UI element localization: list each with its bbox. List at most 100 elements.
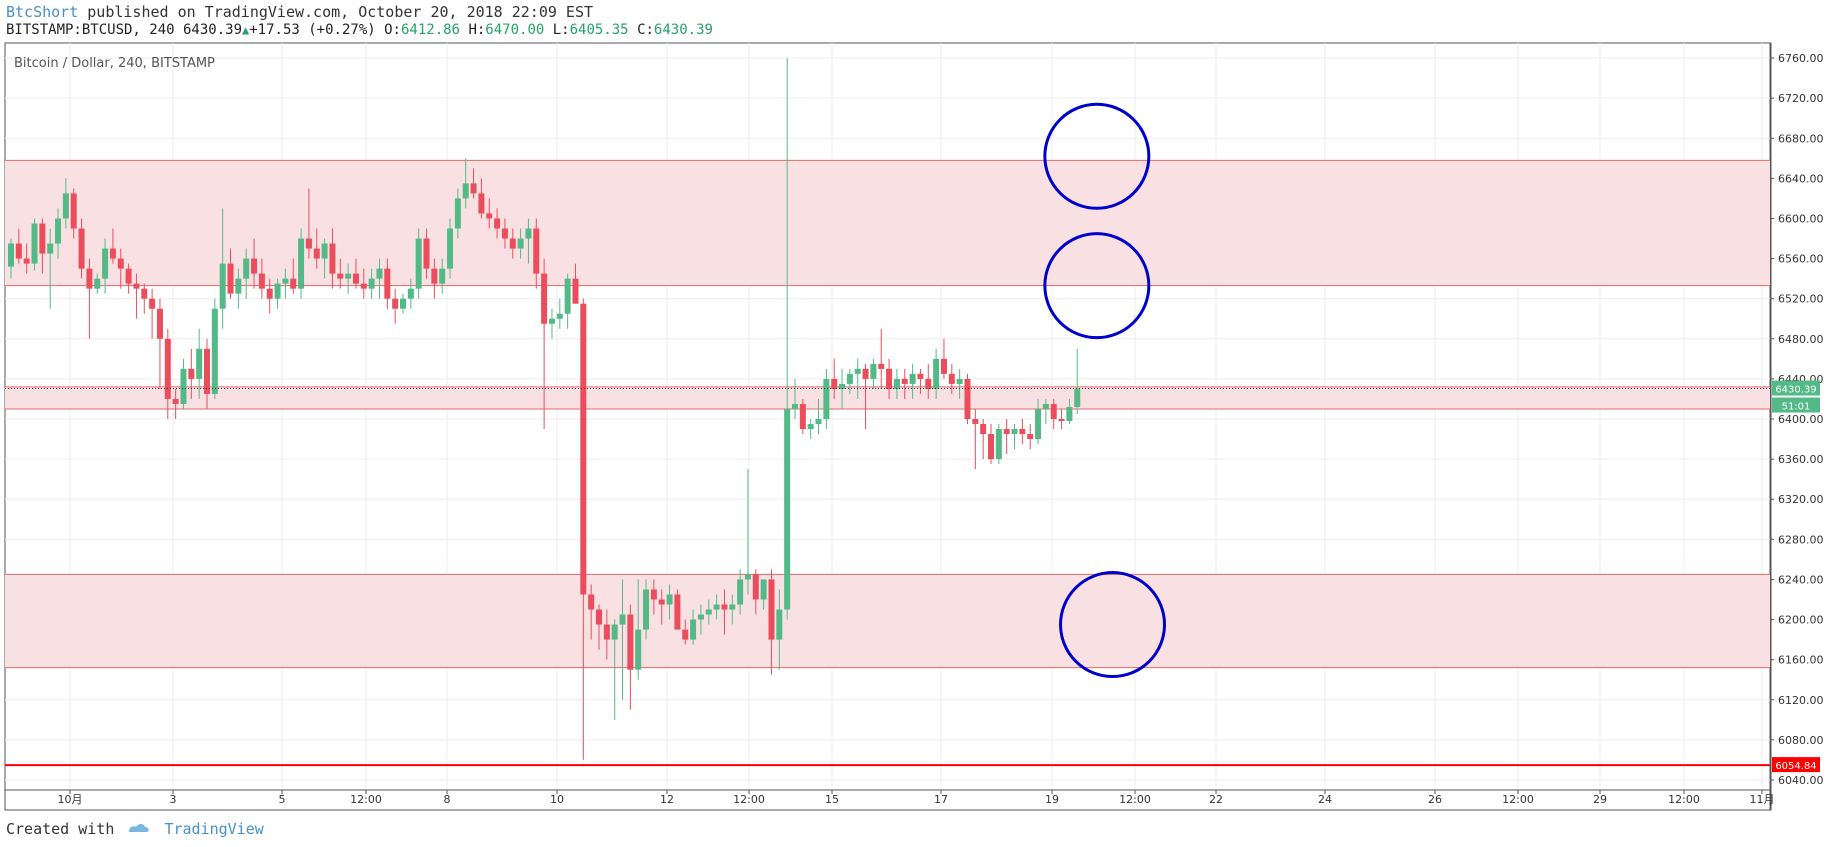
current-price-tag [1772,380,1820,396]
zone-fill [5,574,1770,668]
candle-body [282,278,289,284]
candle-body [1042,403,1049,409]
y-tick-label: 6200.00 [1778,614,1824,627]
candle-body [509,238,516,249]
candle-body [823,378,830,420]
candle-body [799,403,806,430]
candle-body [1011,429,1018,435]
candle-body [690,619,697,640]
candle-body [47,243,54,254]
chart-area[interactable]: 6760.00 6720.00 6680.00 6640.00 6600.00 6560.… [0,0,1828,816]
candle-body [744,574,751,580]
candle-body [486,213,493,219]
x-tick-label: 12:00 [350,793,382,806]
x-tick-label: 24 [1318,793,1332,806]
candle-body [172,398,179,404]
candle-body [266,288,273,299]
candle-body [305,238,312,249]
candle-body [870,363,877,379]
candle-body [729,604,736,610]
time-axis[interactable]: 10月 3 5 12:00 8 10 12 12:00 15 17 19 12:00 22 24 26 12:… [5,789,1775,806]
low-label: L: [552,22,570,38]
candle-body [15,243,22,259]
candle-body [462,183,469,199]
candle-body [55,218,62,244]
y-tick-label: 6160.00 [1778,654,1824,667]
change-value: +17.53 (+0.27%) [249,22,376,38]
candle-body [1003,429,1010,435]
x-tick-label: 12:00 [1668,793,1700,806]
candle-body [368,278,375,289]
candle-body [164,338,171,399]
candle-body [964,378,971,420]
candle-body [133,283,140,289]
candle-body [313,248,320,259]
candle-body [815,419,822,425]
candle-body [517,238,524,249]
candle-body [290,278,297,289]
candle-body [188,368,195,379]
candle-body [705,609,712,615]
publish-info: BtcShort published on TradingView.com, O… [6,3,593,21]
price-chart[interactable]: 6760.00 6720.00 6680.00 6640.00 6600.00 6560.… [0,0,1828,812]
y-tick-label: 6720.00 [1778,92,1824,105]
price-axis[interactable]: 6760.00 6720.00 6680.00 6640.00 6600.00 6560.… [1770,52,1824,787]
candle-body [564,278,571,314]
x-tick-label: 11月 [1750,793,1775,806]
support-price-tag [1772,757,1820,773]
candle-body [494,218,501,229]
candle-body [548,318,555,324]
candle-body [470,183,477,194]
candle-body [70,193,77,229]
candle-body [1074,388,1081,407]
annotation-circle [1059,571,1167,679]
candle-body [86,268,93,289]
candle-body [768,579,775,640]
candle-body [666,594,673,605]
y-tick-label: 6400.00 [1778,413,1824,426]
candle-body [909,373,916,384]
candle-body [839,383,846,389]
author-link[interactable]: BtcShort [6,3,79,21]
candle-body [1050,403,1057,420]
close-label: C: [637,22,654,38]
candle-body [807,424,814,430]
candle-body [886,368,893,389]
y-tick-label: 6520.00 [1778,293,1824,306]
candle-body [447,228,454,269]
candle-body [329,243,336,274]
y-tick-label: 6480.00 [1778,333,1824,346]
candle-body [580,303,587,595]
x-tick-label: 19 [1045,793,1059,806]
y-tick-label: 6360.00 [1778,453,1824,466]
candle-body [792,403,798,409]
candle-body [125,268,132,284]
open-label: O: [384,22,401,38]
candle-body [635,629,642,670]
candles [8,58,1081,760]
candle-body [1019,429,1026,435]
close-value: 6430.39 [653,22,713,38]
candle-body [721,604,728,610]
countdown-tag [1772,397,1820,413]
candle-body [611,624,618,640]
candle-body [345,273,352,279]
candle-body [682,629,689,640]
candle-body [572,278,579,304]
symbol-info: BITSTAMP:BTCUSD, 240 6430.39 [6,22,243,38]
candle-body [627,614,634,670]
candle-body [752,574,759,600]
open-value: 6412.86 [400,22,460,38]
annotation-circles [1043,102,1167,679]
candle-body [478,193,485,214]
candle-body [650,589,657,600]
x-tick-label: 8 [444,793,451,806]
candle-body [901,378,908,384]
candle-body [102,248,109,279]
tradingview-link[interactable]: TradingView [164,820,264,838]
candle-body [352,273,359,284]
annotation-circle [1043,102,1151,210]
candle-body [454,198,461,229]
zone-fill [5,386,1770,409]
candle-body [619,614,626,625]
